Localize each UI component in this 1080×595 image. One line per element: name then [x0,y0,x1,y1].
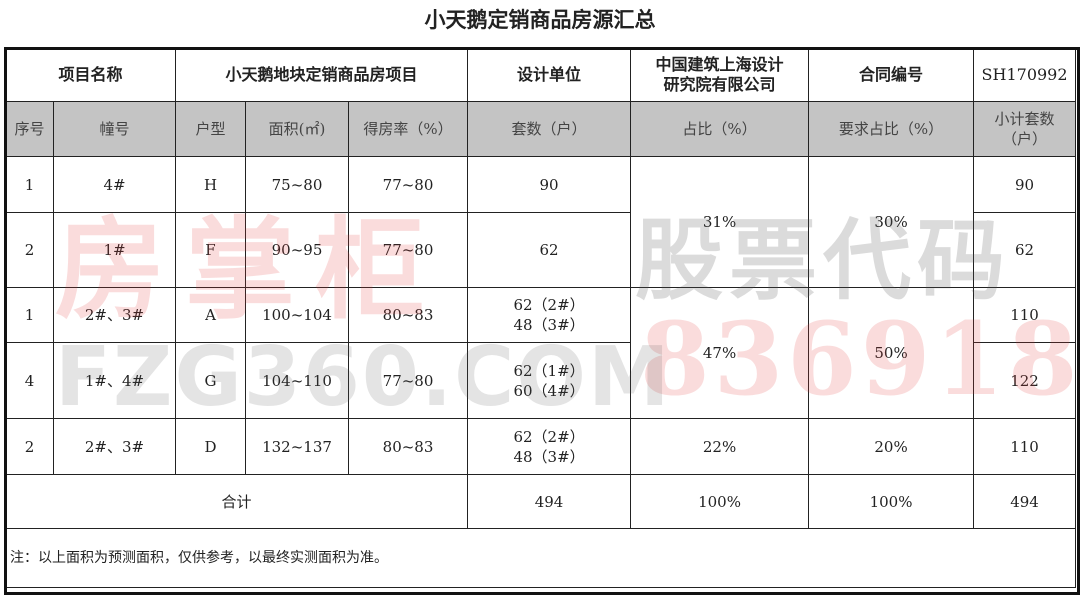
required-share-cell: 20% [808,418,975,475]
required-share-cell: 50% [808,287,975,419]
building-cell: 4# [52,156,177,213]
seq-cell: 4 [5,342,54,419]
subtotal-cell: 62 [973,212,1077,288]
table-row: 2 1# F 90~95 77~80 62 62 [5,212,1077,288]
subtotal-cell: 110 [973,287,1077,343]
type-cell: D [175,418,247,475]
column-header: 幢号 [52,101,177,157]
seq-cell: 2 [5,212,54,288]
units-cell: 62（2#） 48（3#） [467,287,632,343]
table-row: 1 4# H 75~80 77~80 90 31% 30% 90 [5,156,1077,288]
building-cell: 2#、3# [52,418,177,475]
rate-cell: 77~80 [348,342,469,419]
type-cell: A [175,287,247,343]
required-share-cell: 30% [808,156,975,288]
total-required: 100% [808,474,975,529]
design-unit-label: 设计单位 [467,48,632,102]
type-cell: H [175,156,247,213]
units-cell: 62 [467,212,632,288]
header-row: 项目名称 小天鹅地块定销商品房项目 设计单位 中国建筑上海设计研究院有限公司 合… [4,48,1077,102]
column-header-row: 序号 幢号 户型 面积(㎡) 得房率（%） 套数（户） 占比（%） 要求占比（%… [5,101,1077,157]
rate-cell: 77~80 [348,156,469,213]
column-header: 面积(㎡) [245,101,350,157]
contract-number: SH170992 [973,48,1077,102]
column-header: 户型 [175,101,247,157]
area-cell: 104~110 [245,342,350,419]
building-cell: 2#、3# [52,287,177,343]
rate-cell: 80~83 [348,287,469,343]
area-cell: 90~95 [245,212,350,288]
units-cell: 90 [467,156,632,213]
share-cell: 22% [630,418,810,475]
units-cell: 62（1#） 60（4#） [467,342,632,419]
building-cell: 1# [52,212,177,288]
total-units: 494 [467,474,632,529]
footnote: 注：以上面积为预测面积，仅供参考，以最终实测面积为准。 [4,528,1077,588]
subtotal-cell: 90 [973,156,1077,213]
project-name-label: 项目名称 [4,48,177,102]
note-row: 注：以上面积为预测面积，仅供参考，以最终实测面积为准。 [4,528,1077,588]
total-subtotal: 494 [973,474,1077,529]
share-cell: 31% [630,156,810,288]
seq-cell: 2 [5,418,54,475]
table-row: 2 2#、3# D 132~137 80~83 62（2#） 48（3#） 22% 20% 11… [5,418,1077,475]
design-unit: 中国建筑上海设计研究院有限公司 [630,48,810,102]
column-header: 小计套数（户） [973,101,1077,157]
column-header: 得房率（%） [348,101,469,157]
rate-cell: 80~83 [348,418,469,475]
column-header: 占比（%） [630,101,810,157]
table-row: 4 1#、4# G 104~110 77~80 62（1#） 60（4#） 122 [5,342,1077,419]
column-header: 套数（户） [467,101,632,157]
area-cell: 75~80 [245,156,350,213]
total-row: 合计 494 100% 100% 494 [4,474,1077,529]
subtotal-cell: 110 [973,418,1077,475]
rate-cell: 77~80 [348,212,469,288]
contract-label: 合同编号 [808,48,975,102]
share-cell: 47% [630,287,810,419]
page-title: 小天鹅定销商品房源汇总 [424,8,656,32]
subtotal-cell: 122 [973,342,1077,419]
type-cell: G [175,342,247,419]
column-header: 要求占比（%） [808,101,975,157]
seq-cell: 1 [5,156,54,213]
building-cell: 1#、4# [52,342,177,419]
units-cell: 62（2#） 48（3#） [467,418,632,475]
type-cell: F [175,212,247,288]
total-share: 100% [630,474,810,529]
housing-summary-table: 项目名称 小天鹅地块定销商品房项目 设计单位 中国建筑上海设计研究院有限公司 合… [4,48,1077,588]
area-cell: 132~137 [245,418,350,475]
seq-cell: 1 [5,287,54,343]
area-cell: 100~104 [245,287,350,343]
total-label: 合计 [4,474,469,529]
column-header: 序号 [5,101,54,157]
project-name: 小天鹅地块定销商品房项目 [175,48,469,102]
table-row: 1 2#、3# A 100~104 80~83 62（2#） 48（3#） 47% 50% 11… [5,287,1077,419]
